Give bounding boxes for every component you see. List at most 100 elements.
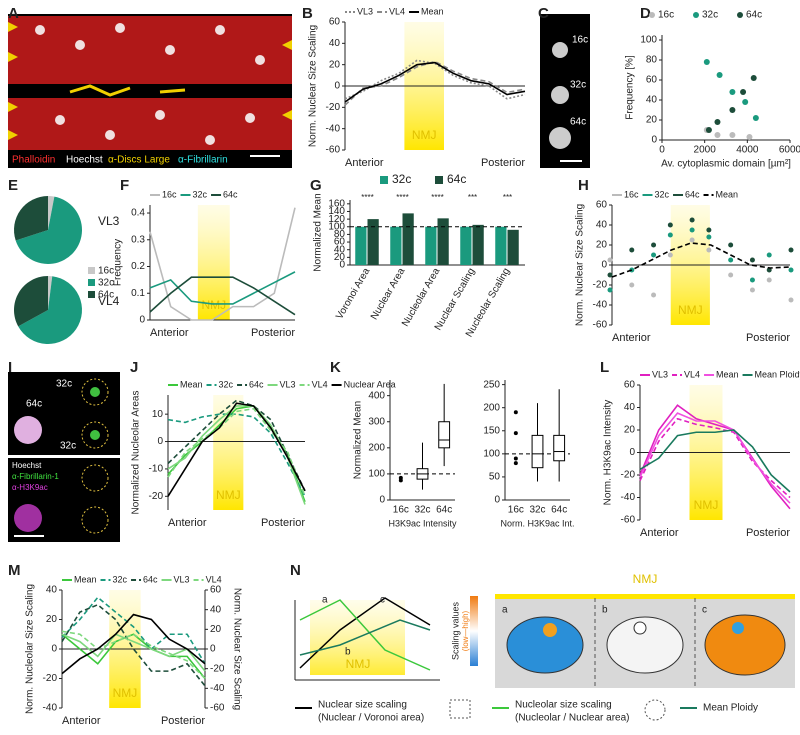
point (766, 252, 772, 258)
series-line (61, 596, 206, 665)
nmj-label: NMJ (216, 488, 241, 502)
bar (495, 226, 507, 265)
y-tick-label: 20 (210, 624, 222, 635)
y-axis-label: Frequency [%] (625, 55, 636, 120)
series-line (149, 276, 296, 316)
point (749, 287, 755, 293)
legend-label: 64c (685, 189, 700, 199)
x-axis-label: Posterior (746, 527, 790, 539)
y-tick-label: 60 (210, 585, 222, 596)
y-tick-label: 60 (624, 380, 636, 391)
bar (367, 219, 379, 265)
y-tick-label: 0 (651, 135, 657, 146)
y-tick-label: -20 (326, 102, 341, 113)
legend-label: VL3 (652, 369, 668, 379)
point (729, 107, 736, 113)
point (689, 227, 695, 233)
point (714, 119, 721, 125)
panel-letter: A (8, 5, 19, 22)
legend-label: Nuclear size scaling (318, 700, 407, 711)
point (651, 292, 657, 298)
y-tick-label: 400 (368, 390, 385, 401)
y-tick-label: 0 (157, 436, 163, 447)
legend-swatch (649, 12, 655, 18)
y-tick-label: 0.4 (131, 208, 145, 219)
series-line (639, 429, 791, 493)
x-axis-label: Anterior (345, 157, 384, 169)
y-tick-label: 40 (596, 220, 608, 231)
x-tick-label: Nuclear Area (369, 266, 408, 322)
legend-label: 64c (223, 189, 238, 199)
y-tick-label: 0 (494, 495, 500, 506)
legend-label: VL3 (174, 574, 190, 584)
legend-label: VL4 (206, 574, 222, 584)
significance: *** (468, 193, 477, 202)
series-line (167, 402, 306, 497)
point (716, 72, 723, 78)
point (788, 297, 794, 303)
x-axis-label: Anterior (612, 332, 651, 344)
y-tick-label: 20 (329, 59, 341, 70)
x-axis-label: Posterior (251, 327, 295, 339)
panel-letter: B (302, 5, 313, 22)
y-tick-label: 20 (334, 252, 346, 263)
y-tick-label: -40 (43, 703, 58, 714)
x-tick-label: 64c (436, 505, 452, 516)
legend-label: Nucleolar size scaling (515, 700, 612, 711)
series-line (61, 603, 206, 687)
y-tick-label: 0 (334, 81, 340, 92)
x-tick-label: 2000 (694, 145, 717, 156)
y-tick-label: -20 (593, 280, 608, 291)
legend-swatch (380, 176, 388, 184)
point (729, 89, 736, 95)
legend-label: (Nucleolar / Nuclear area) (515, 713, 630, 724)
legend-label: 32c (702, 10, 718, 21)
legend-label: Mean (180, 379, 203, 389)
y-tick-label: 100 (483, 448, 500, 459)
legend-label: 32c (193, 189, 208, 199)
significance: **** (431, 193, 443, 202)
legend-label: Mean Ploidy (755, 369, 800, 379)
legend-label: 64c (447, 172, 466, 186)
nmj-band (197, 205, 230, 320)
y-tick-label: 0 (139, 315, 145, 326)
series-line (639, 412, 791, 504)
x-axis-label: Anterior (150, 327, 189, 339)
x-axis-label: Av. cytoplasmic domain [µm²] (661, 159, 791, 170)
point (766, 277, 772, 283)
legend-label: 64c (746, 10, 762, 21)
y-tick-label: 60 (596, 200, 608, 211)
ploidy-label: 32c (570, 80, 586, 91)
x-axis-label: Posterior (261, 517, 305, 529)
box (438, 421, 451, 449)
outlier (513, 461, 518, 466)
point (706, 227, 712, 233)
point (706, 234, 712, 240)
panel-letter: M (8, 562, 21, 579)
y-tick-label: -40 (326, 123, 341, 134)
y-axis-label: Norm. Nuclear Size Scaling (308, 25, 319, 147)
y-tick-label: -20 (149, 491, 164, 502)
y-tick-label: 40 (46, 585, 58, 596)
legend-swatch (88, 291, 95, 298)
y-tick-label: 0 (601, 260, 607, 271)
x-axis-label: Posterior (746, 332, 790, 344)
y-tick-label: 80 (646, 55, 658, 66)
point (788, 267, 794, 273)
point (729, 132, 736, 138)
y-tick-label: 40 (210, 604, 222, 615)
legend-label: Mean (716, 189, 739, 199)
legend-label: Mean (74, 574, 97, 584)
legend-label: (Nuclear / Voronoi area) (318, 713, 424, 724)
panel-letter: L (600, 359, 609, 376)
pie-slice (48, 276, 53, 310)
pie-slice (15, 196, 83, 265)
legend-label: Mean (421, 6, 444, 16)
point (607, 287, 613, 293)
outlier (513, 410, 518, 415)
y-tick-label: -20 (621, 470, 636, 481)
y-tick-label: 160 (328, 198, 345, 209)
y-tick-label: 0 (379, 495, 385, 506)
y-axis-label: Normalized Nucleolar Areas (131, 391, 142, 515)
